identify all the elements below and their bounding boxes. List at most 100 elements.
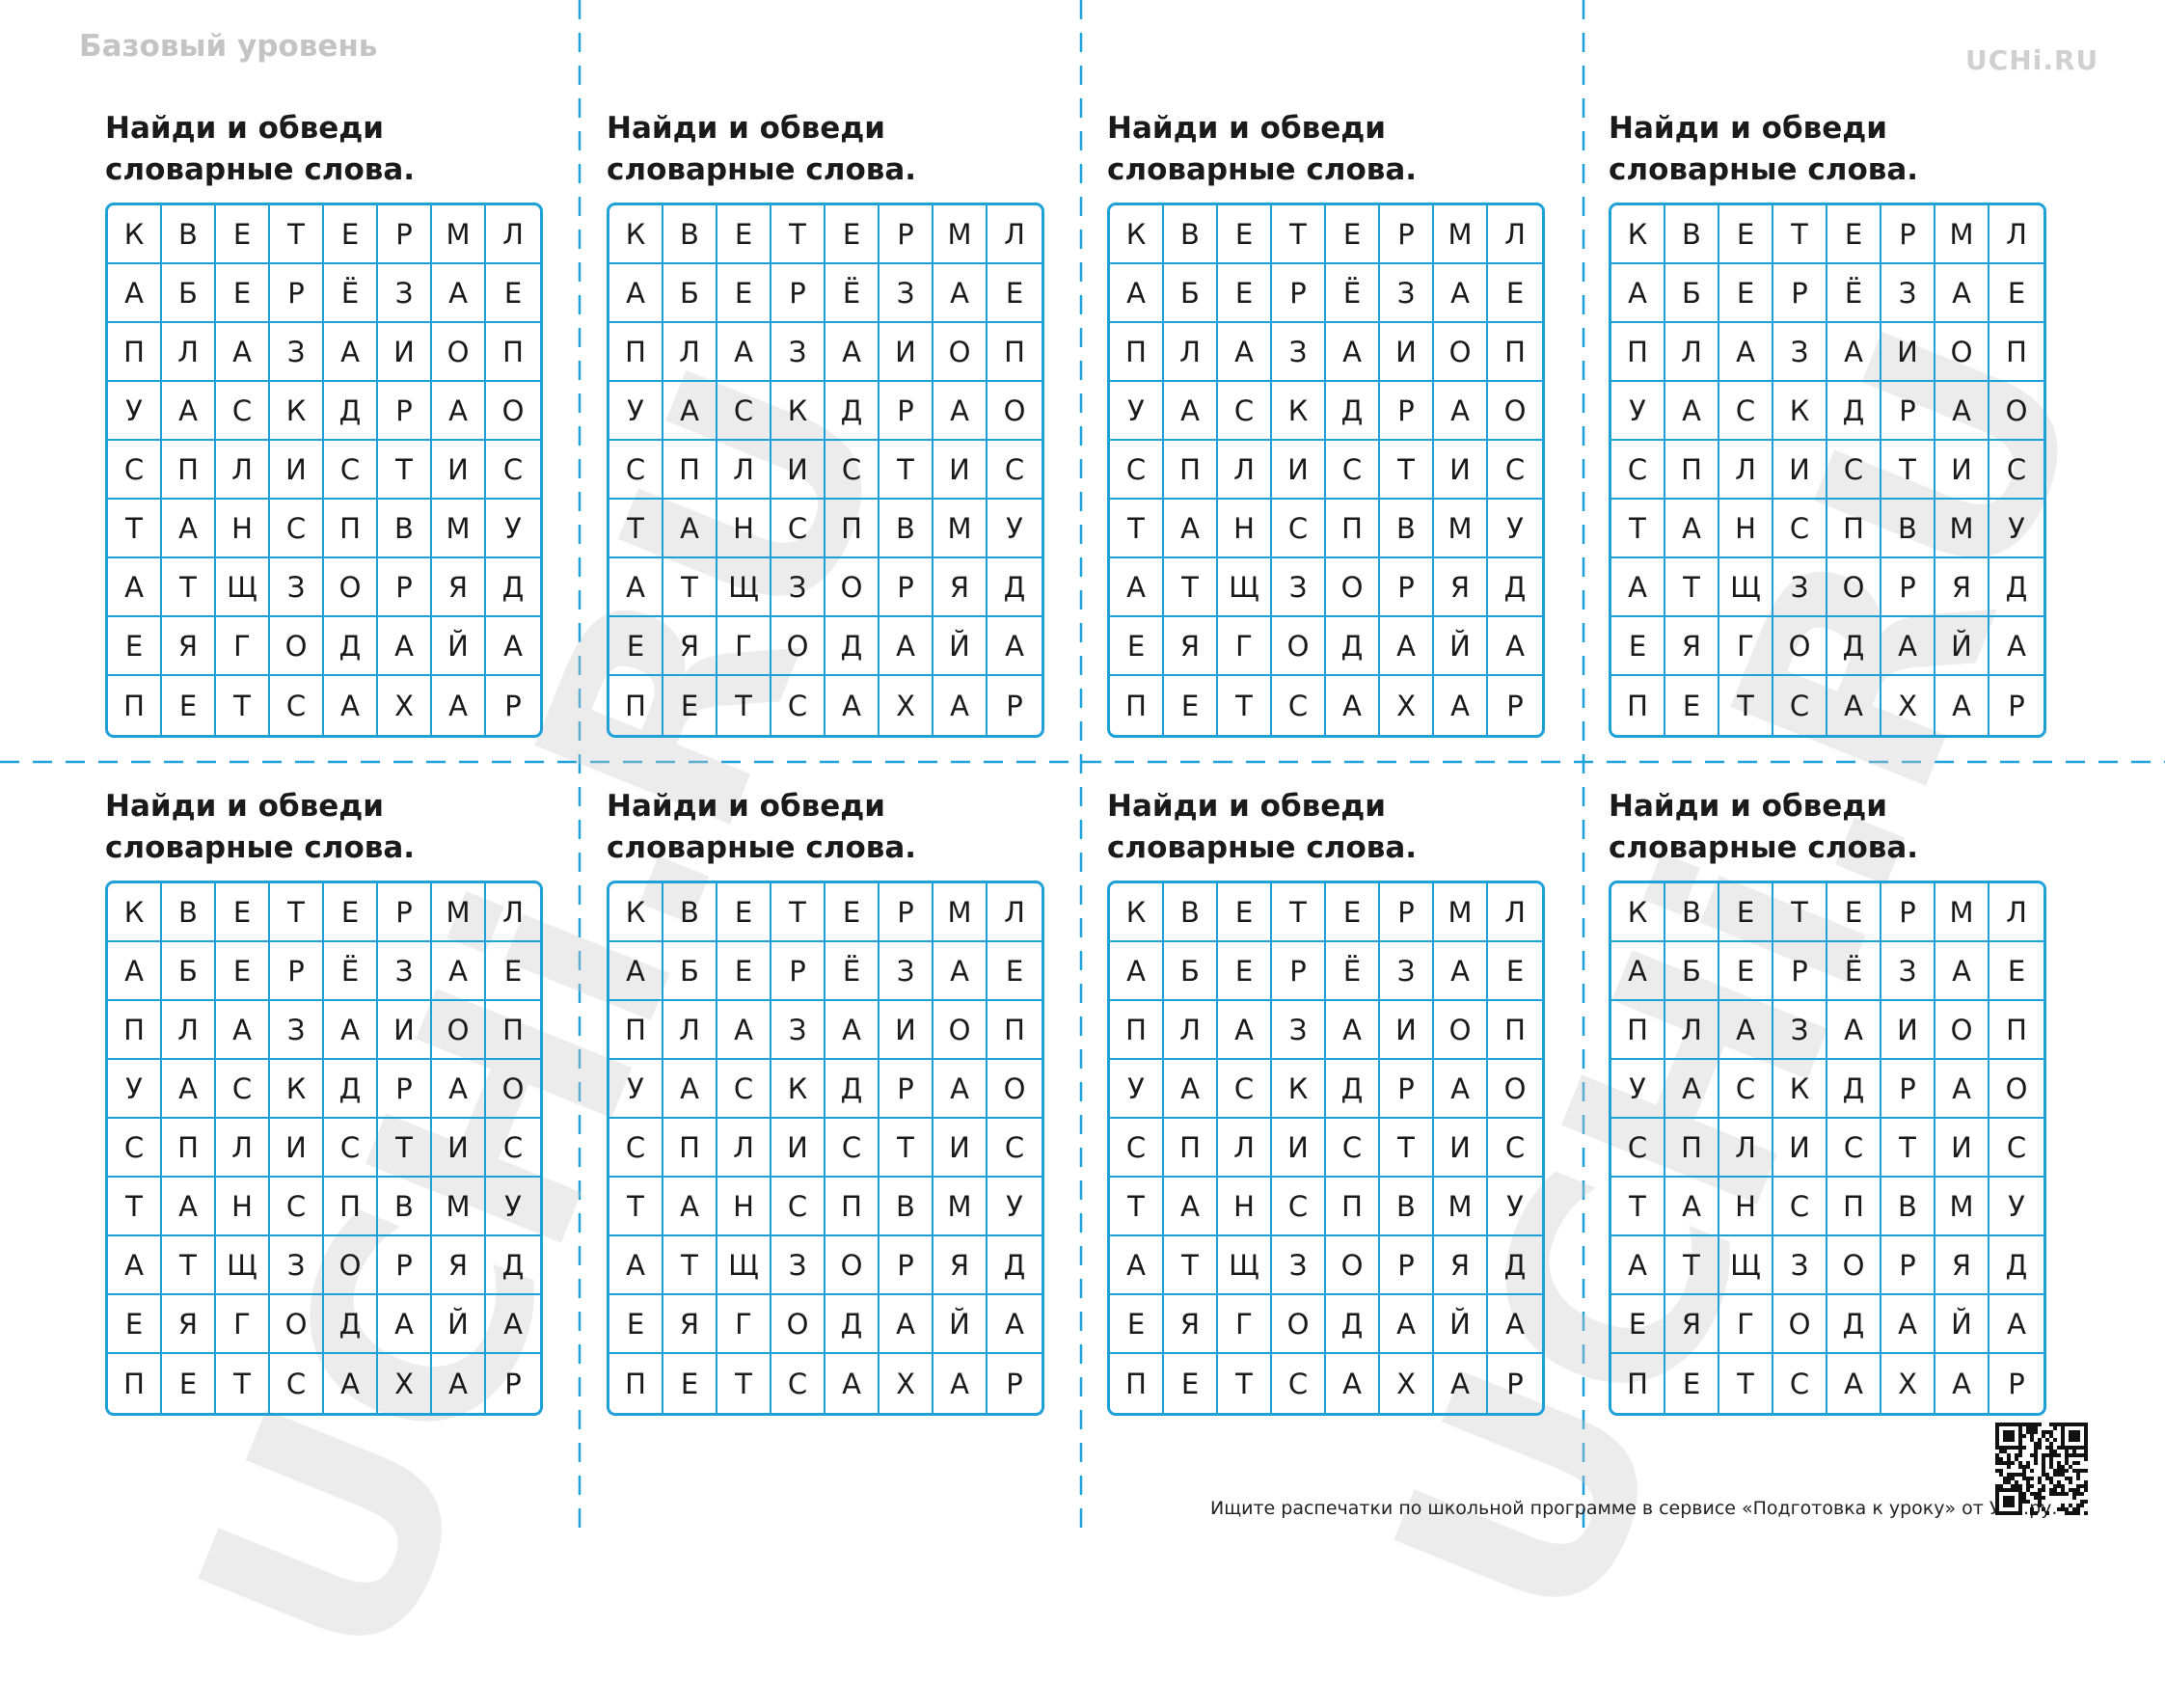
letter-cell: С [1773,1354,1827,1413]
qr-module [2038,1477,2042,1480]
qr-module [2069,1477,2072,1480]
letter-cell: А [1827,676,1881,735]
letter-cell: Й [1935,1295,1989,1354]
letter-cell: З [270,1236,324,1295]
letter-cell: З [1773,1236,1827,1295]
letter-cell: А [1719,1001,1773,1060]
letter-cell: А [1935,382,1989,441]
letter-cell: К [1110,205,1164,264]
qr-module [2038,1504,2042,1507]
qr-module [2069,1480,2072,1484]
qr-module [2034,1446,2038,1450]
letter-cell: Е [108,617,162,676]
letter-cell: Т [1719,1354,1773,1413]
letter-cell: С [771,500,825,558]
qr-module [2065,1511,2069,1515]
qr-module [2034,1450,2038,1453]
letter-cell: Е [324,883,378,942]
card-title: Найди и обведи словарные слова. [1609,789,1919,865]
letter-cell: Л [1719,441,1773,500]
letter-cell: З [1272,1236,1326,1295]
letter-cell: У [609,382,663,441]
letter-cell: М [1434,883,1488,942]
letter-cell: Т [1611,500,1665,558]
letter-cell: Р [504,689,522,722]
letter-cell: А [1434,942,1488,1001]
letter-cell: А [934,676,988,735]
letter-cell: О [1326,1236,1380,1295]
letter-cell: П [1665,1119,1719,1178]
letter-cell: Т [162,1236,216,1295]
letter-cell: О [1488,382,1542,441]
letter-cell: С [988,1119,1042,1178]
letter-cell: Л [663,1001,717,1060]
letter-cell: А [1665,1178,1719,1236]
letter-cell: Е [1665,1354,1719,1413]
letter-cell: В [1164,883,1218,942]
qr-module [2003,1430,2015,1442]
letter-cell: Е [216,205,270,264]
letter-cell: Д [988,558,1042,617]
letter-cell: С [270,1354,324,1413]
letter-cell: П [162,1119,216,1178]
qr-module [2080,1484,2084,1488]
letter-cell: М [934,1178,988,1236]
letter-cell: Е [162,676,216,735]
letter-cell: Л [717,1119,771,1178]
letter-cell: К [1773,382,1827,441]
letter-cell: Л [663,323,717,382]
qr-module [2061,1492,2065,1496]
qr-module [2034,1457,2038,1461]
letter-cell: С [270,1178,324,1236]
letter-cell: О [1434,323,1488,382]
letter-cell: А [1110,264,1164,323]
letter-cell: А [1326,323,1380,382]
letter-cell: А [1989,1295,2043,1354]
letter-cell: А [880,617,934,676]
qr-module [2045,1477,2049,1480]
letter-cell: И [880,1001,934,1060]
letter-cell: А [486,617,540,676]
qr-module [2018,1453,2022,1457]
letter-cell: Б [1665,942,1719,1001]
letter-cell: О [771,1295,825,1354]
letter-cell: Б [1164,942,1218,1001]
letter-cell: У [486,1178,540,1236]
letter-cell: Е [1719,205,1773,264]
letter-cell: Т [1773,205,1827,264]
qr-module [2049,1480,2053,1484]
letter-cell: Й [934,617,988,676]
qr-module [2042,1430,2045,1434]
letter-cell: С [1326,1119,1380,1178]
qr-module [2069,1488,2072,1492]
letter-cell: З [270,323,324,382]
letter-cell: К [108,205,162,264]
letter-cell: С [1488,1119,1542,1178]
letter-cell: О [988,1060,1042,1119]
letter-cell: О [1488,1060,1542,1119]
letter-cell: С [270,676,324,735]
letter-cell: П [988,323,1042,382]
letter-cell: А [1935,1060,1989,1119]
letter-cell: У [1488,1178,1542,1236]
qr-module [2034,1511,2038,1515]
qr-module [2061,1465,2065,1469]
qr-module [2072,1461,2076,1465]
qr-module [2022,1446,2026,1450]
letter-cell: И [771,441,825,500]
letter-cell: Я [162,617,216,676]
letter-cell: О [1989,1060,2043,1119]
letter-cell: А [1434,382,1488,441]
letter-cell: К [1110,883,1164,942]
letter-cell: Е [216,942,270,1001]
qr-module [2049,1453,2053,1457]
letter-cell: О [270,617,324,676]
letter-cell: А [432,942,486,1001]
qr-code [1995,1423,2088,1515]
letter-cell: А [934,942,988,1001]
letter-cell: Е [1110,1295,1164,1354]
letter-cell: Я [432,1236,486,1295]
qr-module [1999,1484,2003,1488]
